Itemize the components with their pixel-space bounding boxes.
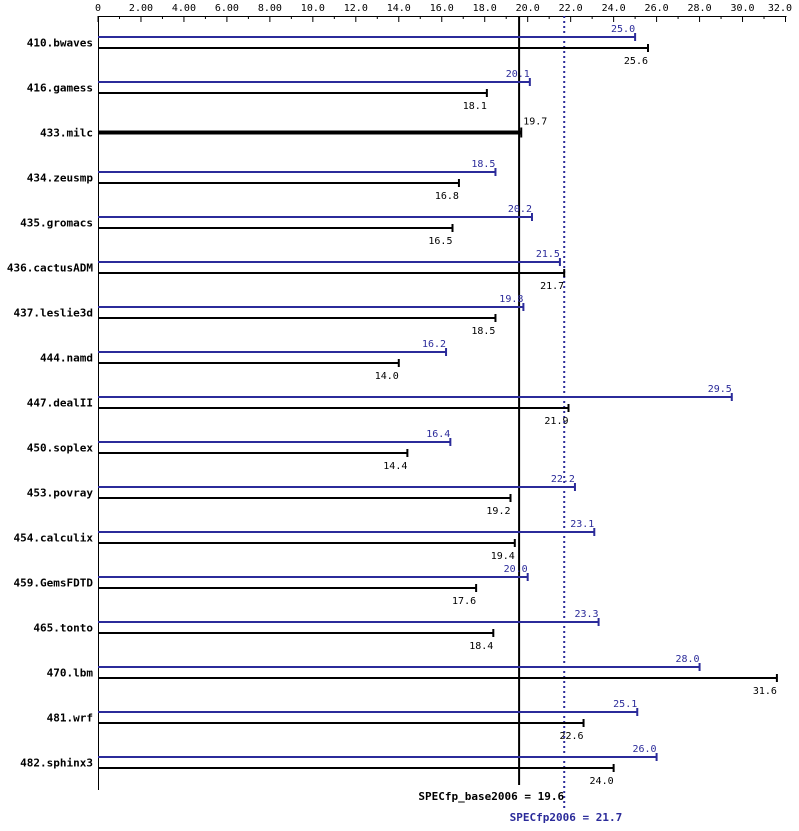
benchmark-label: 470.lbm: [47, 667, 94, 680]
peak-value-label: 28.0: [675, 654, 699, 665]
base-value-label: 19.2: [486, 506, 510, 517]
base-value-label: 24.0: [590, 776, 614, 787]
x-tick-label: 30.0: [730, 3, 754, 14]
base-reference-label: SPECfp_base2006 = 19.6: [418, 790, 564, 803]
base-value-label: 18.1: [463, 101, 487, 112]
base-value-label: 22.6: [559, 731, 583, 742]
base-value-label: 14.4: [383, 461, 407, 472]
benchmark-label: 436.cactusADM: [7, 262, 93, 275]
x-tick-label: 4.00: [172, 3, 196, 14]
peak-value-label: 22.2: [551, 474, 575, 485]
x-tick-label: 20.0: [516, 3, 540, 14]
x-tick-label: 28.0: [688, 3, 712, 14]
peak-value-label: 21.5: [536, 249, 560, 260]
benchmark-label: 410.bwaves: [27, 37, 93, 50]
benchmark-label: 416.gamess: [27, 82, 93, 95]
peak-value-label: 25.1: [613, 699, 637, 710]
benchmark-label: 454.calculix: [14, 532, 94, 545]
peak-value-label: 20.0: [504, 564, 528, 575]
benchmark-label: 481.wrf: [47, 712, 93, 725]
peak-value-label: 29.5: [708, 384, 732, 395]
peak-value-label: 20.2: [508, 204, 532, 215]
x-tick-label: 0: [95, 3, 101, 14]
x-tick-label: 10.0: [301, 3, 325, 14]
reference-lines: [518, 16, 566, 810]
base-value-label: 16.8: [435, 191, 459, 202]
benchmark-label: 453.povray: [27, 487, 94, 500]
peak-value-label: 18.5: [471, 159, 495, 170]
labels: 410.bwaves 25.0 25.6 416.gamess 20.1 18.1 433.…: [7, 24, 777, 824]
base-value-label: 19.7: [523, 117, 547, 128]
peak-value-label: 19.8: [499, 294, 523, 305]
benchmark-label: 434.zeusmp: [27, 172, 94, 185]
benchmark-label: 444.namd: [40, 352, 93, 365]
benchmark-label: 482.sphinx3: [20, 757, 93, 770]
peak-value-label: 23.3: [574, 609, 598, 620]
base-value-label: 19.4: [491, 551, 515, 562]
peak-value-label: 16.4: [426, 429, 450, 440]
x-axis: 0 2.00 4.00 6.00 8.00 10.0 12.0 14.0 16.0 18.0 20.…: [95, 3, 792, 790]
base-value-label: 25.6: [624, 56, 648, 67]
x-tick-label: 6.00: [215, 3, 239, 14]
base-value-label: 18.4: [469, 641, 493, 652]
peak-value-label: 23.1: [570, 519, 594, 530]
peak-value-label: 20.1: [506, 69, 530, 80]
base-value-label: 14.0: [375, 371, 399, 382]
x-tick-label: 8.00: [258, 3, 282, 14]
benchmark-label: 450.soplex: [27, 442, 94, 455]
base-value-label: 21.7: [540, 281, 564, 292]
base-value-label: 21.9: [544, 416, 568, 427]
bars: [98, 33, 778, 772]
benchmark-label: 447.dealII: [27, 397, 93, 410]
benchmark-label: 437.leslie3d: [14, 307, 93, 320]
x-tick-label: 26.0: [645, 3, 669, 14]
x-tick-label: 22.0: [559, 3, 583, 14]
benchmark-label: 465.tonto: [33, 622, 93, 635]
peak-reference-label: SPECfp2006 = 21.7: [510, 811, 623, 824]
benchmark-label: 433.milc: [40, 127, 93, 140]
x-tick-label: 12.0: [344, 3, 368, 14]
base-value-label: 18.5: [471, 326, 495, 337]
x-tick-label: 14.0: [387, 3, 411, 14]
peak-value-label: 25.0: [611, 24, 635, 35]
benchmark-label: 459.GemsFDTD: [14, 577, 94, 590]
base-value-label: 17.6: [452, 596, 476, 607]
benchmark-label: 435.gromacs: [20, 217, 93, 230]
x-tick-label: 2.00: [129, 3, 153, 14]
x-tick-label: 18.0: [473, 3, 497, 14]
x-tick-label: 16.0: [430, 3, 454, 14]
peak-value-label: 26.0: [633, 744, 657, 755]
base-value-label: 16.5: [428, 236, 452, 247]
base-value-label: 31.6: [753, 686, 777, 697]
x-tick-label: 32.0: [768, 3, 792, 14]
x-tick-label: 24.0: [602, 3, 626, 14]
peak-value-label: 16.2: [422, 339, 446, 350]
